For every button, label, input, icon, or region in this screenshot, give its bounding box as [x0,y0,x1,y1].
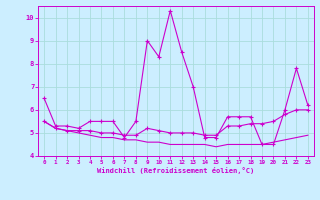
X-axis label: Windchill (Refroidissement éolien,°C): Windchill (Refroidissement éolien,°C) [97,167,255,174]
